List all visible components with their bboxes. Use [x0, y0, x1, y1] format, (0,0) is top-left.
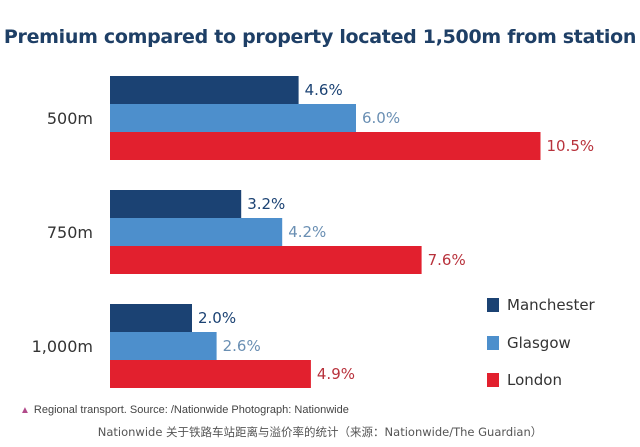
legend-label-london: London: [507, 371, 562, 389]
triangle-icon: ▲: [20, 405, 30, 416]
bar-manchester-750m: [110, 190, 242, 218]
value-label-manchester-750m: 3.2%: [247, 195, 285, 213]
bar-london-1000m: [110, 360, 311, 388]
bars-layer: [110, 76, 541, 388]
bar-london-750m: [110, 246, 422, 274]
legend-label-manchester: Manchester: [507, 296, 596, 314]
category-label-750m: 750m: [47, 223, 93, 242]
bar-glasgow-1000m: [110, 332, 217, 360]
footnote: Nationwide 关于铁路车站距离与溢价率的统计（来源：Nationwide…: [97, 425, 543, 439]
value-label-manchester-1000m: 2.0%: [198, 309, 236, 327]
bar-manchester-500m: [110, 76, 299, 104]
caption-text: Regional transport. Source: /Nationwide …: [33, 404, 349, 416]
category-label-500m: 500m: [47, 109, 93, 128]
value-label-london-750m: 7.6%: [428, 251, 466, 269]
legend-swatch-glasgow: [487, 336, 499, 350]
value-label-glasgow-1000m: 2.6%: [223, 337, 261, 355]
value-label-manchester-500m: 4.6%: [305, 81, 343, 99]
value-label-glasgow-500m: 6.0%: [362, 109, 400, 127]
photo-caption: ▲ Regional transport. Source: /Nationwide…: [20, 404, 349, 416]
legend-label-glasgow: Glasgow: [507, 334, 571, 352]
bar-glasgow-500m: [110, 104, 356, 132]
legend: Manchester Glasgow London: [487, 296, 596, 389]
bar-glasgow-750m: [110, 218, 283, 246]
legend-swatch-manchester: [487, 298, 499, 312]
labels-layer: 500m 4.6% 6.0% 10.5% 750m 3.2%4.2% 7.6% 1,000m 2…: [32, 81, 595, 383]
bar-manchester-1000m: [110, 304, 192, 332]
value-label-london-1000m: 4.9%: [317, 365, 355, 383]
bar-london-500m: [110, 132, 541, 160]
value-label-london-500m: 10.5%: [547, 137, 595, 155]
value-label-glasgow-750m: 4.2%: [288, 223, 326, 241]
bar-chart: 500m 4.6% 6.0% 10.5% 750m 3.2%4.2% 7.6% 1,000m 2…: [32, 76, 596, 389]
category-label-1000m: 1,000m: [32, 337, 93, 356]
legend-swatch-london: [487, 373, 499, 387]
chart-title: Premium compared to property located 1,5…: [3, 26, 637, 48]
